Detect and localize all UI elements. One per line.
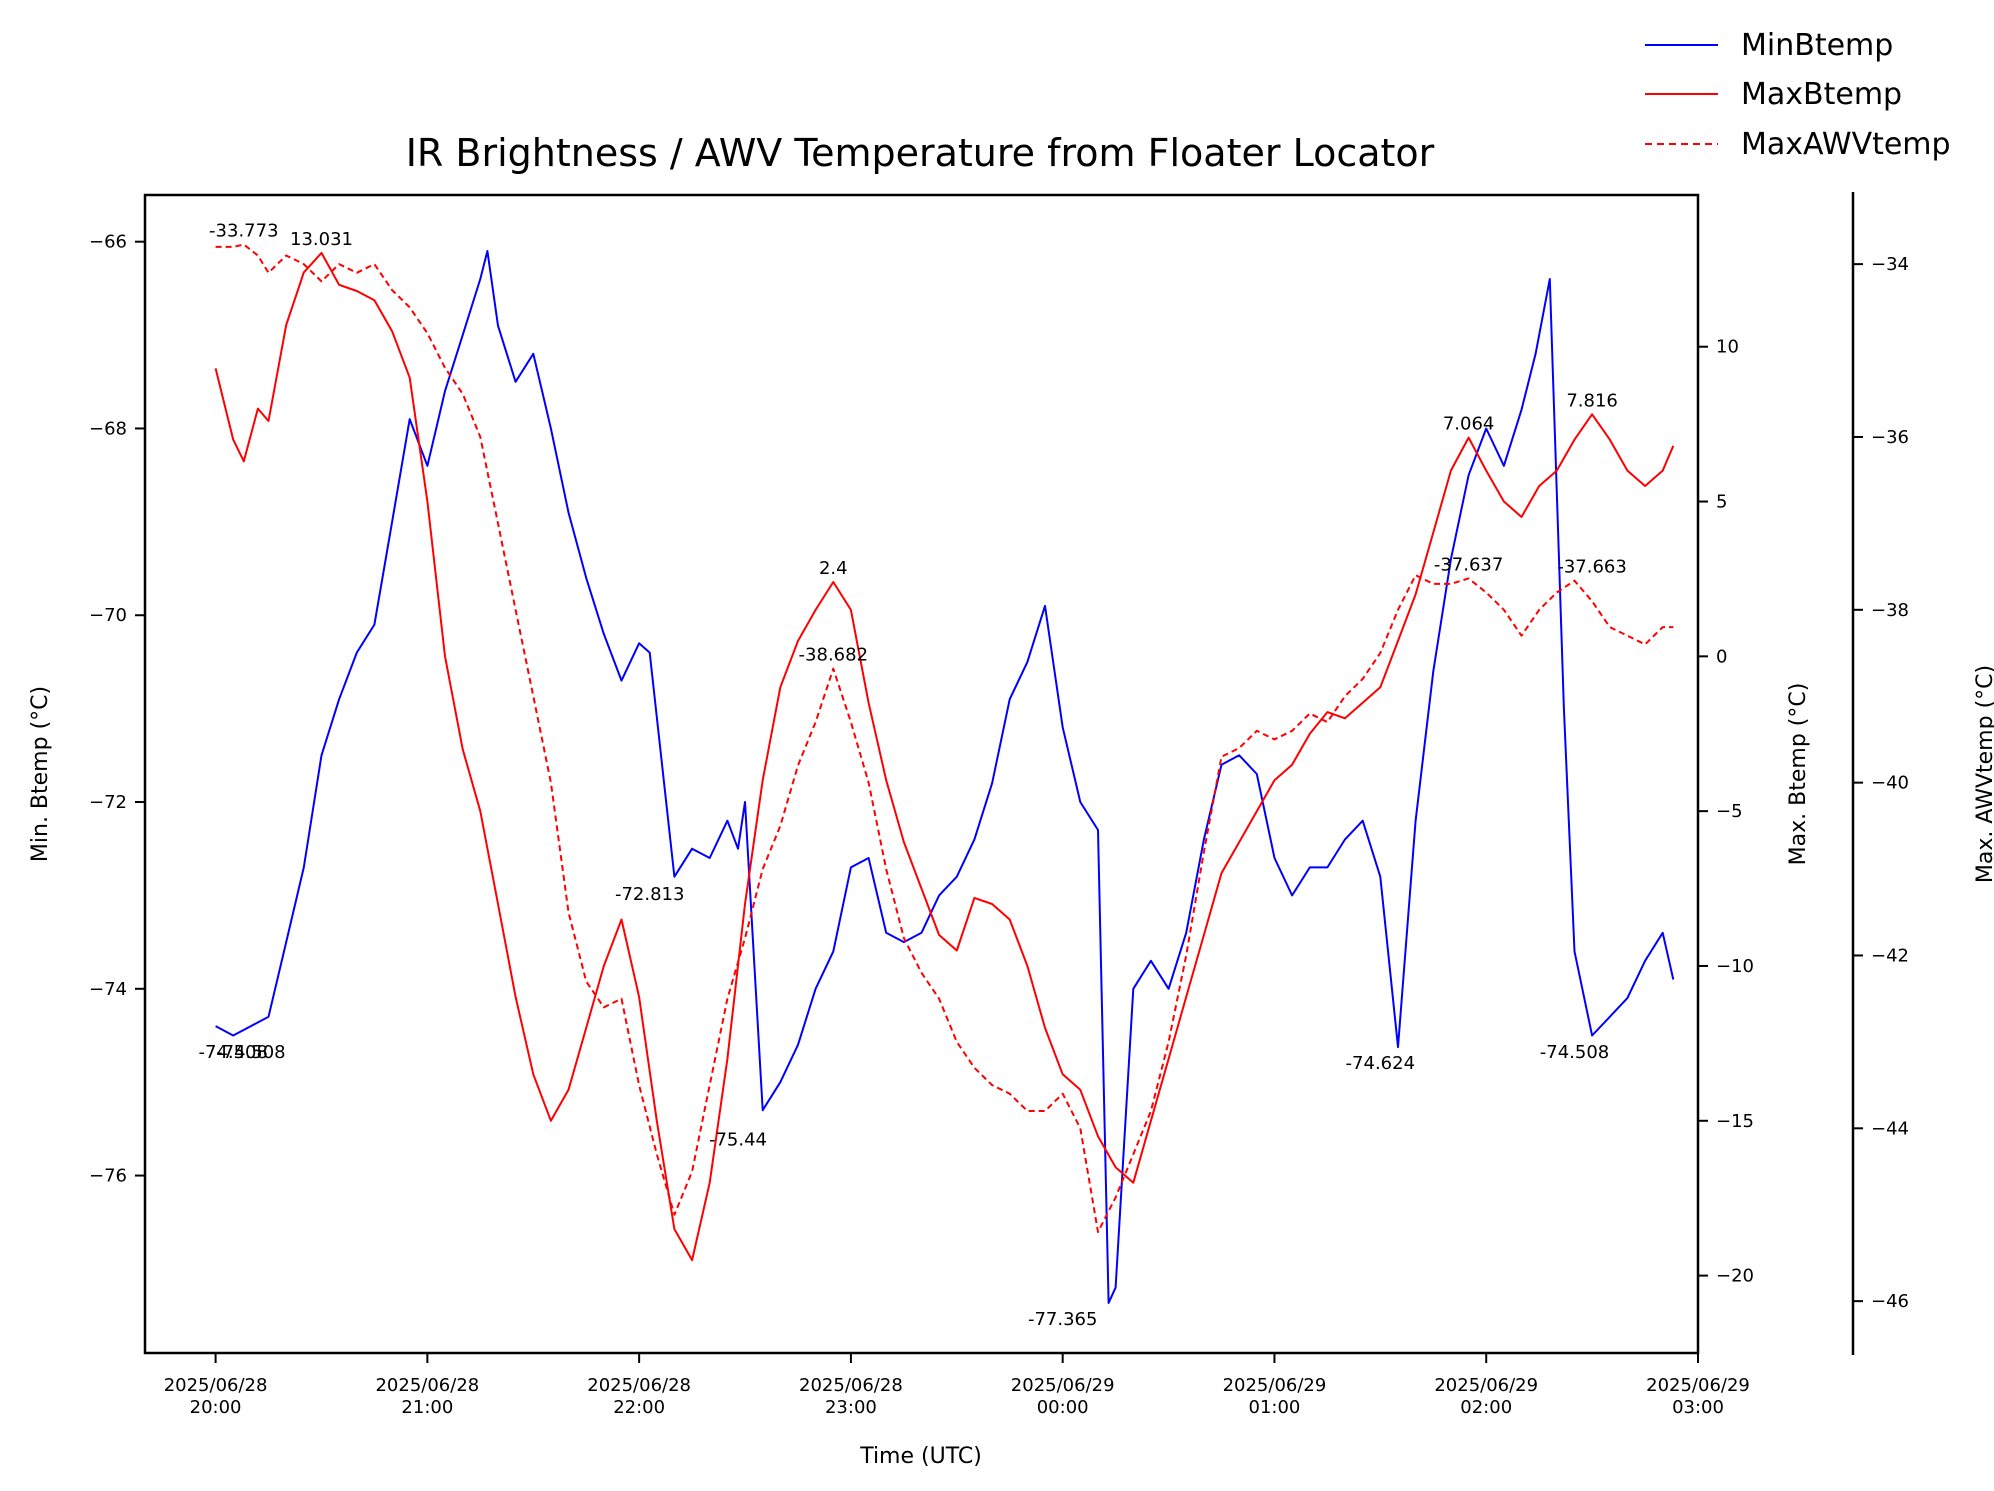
left-y-tick-label-5: −76	[89, 1166, 127, 1187]
left-y-axis: −66 −68 −70 −72 −74 −76	[89, 232, 145, 1187]
right-y-tick-label-6: −20	[1716, 1266, 1754, 1287]
legend-label-minbtemp: MinBtemp	[1741, 28, 1893, 63]
data-label-4: -72.813	[615, 884, 684, 905]
data-label-8: -77.365	[1028, 1309, 1097, 1330]
x-tick-time-0: 20:00	[190, 1397, 242, 1418]
data-label-2: -74.508	[198, 1042, 267, 1063]
x-axis: 2025/06/2820:002025/06/2821:002025/06/28…	[164, 1353, 1750, 1418]
outer-right-y-axis-label: Max. AWVtemp (°C)	[1973, 665, 1994, 883]
data-label-0: -33.773	[209, 221, 278, 242]
left-y-tick-label-1: −68	[89, 418, 127, 439]
x-tick-date-4: 2025/06/29	[1011, 1375, 1115, 1396]
outer-right-y-tick-label-4: −42	[1871, 945, 1909, 966]
x-axis-label: Time (UTC)	[859, 1444, 982, 1469]
left-y-tick-label-4: −74	[89, 979, 127, 1000]
series-line-minbtemp	[215, 250, 1675, 1304]
right-y-tick-label-1: 5	[1716, 492, 1727, 513]
x-tick-time-4: 00:00	[1037, 1397, 1089, 1418]
chart-title: IR Brightness / AWV Temperature from Flo…	[406, 131, 1435, 175]
right-y-tick-label-0: 10	[1716, 337, 1739, 358]
right-y-tick-label-3: −5	[1716, 801, 1743, 822]
outer-right-y-tick-label-0: −34	[1871, 254, 1909, 275]
outer-right-y-tick-label-5: −44	[1871, 1118, 1909, 1139]
legend-label-maxbtemp: MaxBtemp	[1741, 77, 1902, 112]
right-y-axis-label: Max. Btemp (°C)	[1786, 683, 1811, 866]
right-y-tick-label-4: −10	[1716, 956, 1754, 977]
right-y-tick-label-5: −15	[1716, 1111, 1754, 1132]
data-label-9: -74.624	[1346, 1053, 1415, 1074]
data-label-10: 7.064	[1443, 414, 1495, 435]
x-tick-time-5: 01:00	[1249, 1397, 1301, 1418]
x-tick-date-6: 2025/06/29	[1434, 1375, 1538, 1396]
x-tick-time-2: 22:00	[613, 1397, 665, 1418]
data-label-13: -37.663	[1557, 557, 1626, 578]
annotation-layer: -33.773 13.031-74.508-74.508-72.813-75.44…	[198, 221, 1626, 1331]
x-tick-time-6: 02:00	[1460, 1397, 1512, 1418]
outer-right-y-tick-label-1: −36	[1871, 427, 1909, 448]
right-y-tick-label-2: 0	[1716, 646, 1727, 667]
right-y-axis: 10 5 0 −5 −10 −15 −20	[1698, 337, 1754, 1287]
outer-right-y-axis: −34 −36 −38 −40 −42 −44 −46	[1853, 254, 1909, 1312]
outer-right-y-tick-label-6: −46	[1871, 1291, 1909, 1312]
outer-right-y-tick-label-3: −40	[1871, 773, 1909, 794]
plot-frame	[143, 193, 1700, 1355]
data-label-6: 2.4	[819, 558, 848, 579]
legend: MinBtemp MaxBtemp MaxAWVtemp	[1645, 28, 1951, 162]
x-tick-time-7: 03:00	[1672, 1397, 1724, 1418]
data-label-11: -37.637	[1434, 554, 1503, 575]
data-label-14: 7.816	[1566, 390, 1618, 411]
x-tick-date-1: 2025/06/28	[375, 1375, 479, 1396]
left-y-tick-label-2: −70	[89, 605, 127, 626]
data-label-7: -38.682	[799, 645, 868, 666]
data-label-5: -75.44	[709, 1129, 767, 1150]
left-y-axis-label: Min. Btemp (°C)	[28, 686, 53, 862]
legend-label-maxawvtemp: MaxAWVtemp	[1741, 127, 1951, 162]
data-label-3: -74.508	[216, 1042, 285, 1063]
outer-right-y-tick-label-2: −38	[1871, 600, 1909, 621]
x-tick-date-3: 2025/06/28	[799, 1375, 903, 1396]
series-layer	[214, 243, 1675, 1304]
data-label-12: -74.508	[1540, 1042, 1609, 1063]
data-label-1: 13.031	[290, 229, 353, 250]
series-line-maxbtemp	[214, 251, 1675, 1262]
x-tick-date-7: 2025/06/29	[1646, 1375, 1750, 1396]
x-tick-date-0: 2025/06/28	[164, 1375, 268, 1396]
x-tick-time-1: 21:00	[401, 1397, 453, 1418]
x-tick-date-2: 2025/06/28	[587, 1375, 691, 1396]
x-tick-date-5: 2025/06/29	[1223, 1375, 1327, 1396]
x-tick-time-3: 23:00	[825, 1397, 877, 1418]
left-y-tick-label-0: −66	[89, 232, 127, 253]
left-y-tick-label-3: −72	[89, 792, 127, 813]
series-line-maxawvtemp	[215, 243, 1674, 1233]
